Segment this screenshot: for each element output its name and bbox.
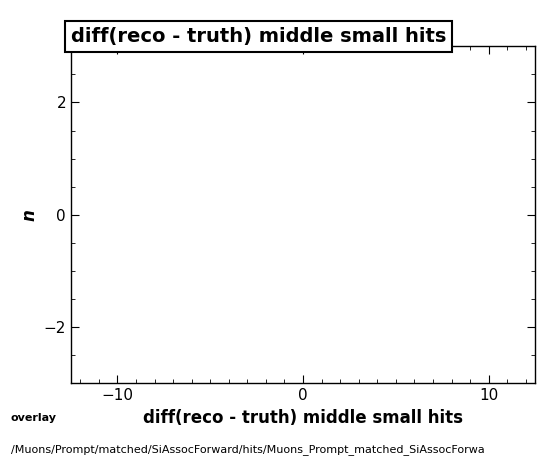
Y-axis label: n: n xyxy=(20,209,38,221)
X-axis label: diff(reco - truth) middle small hits: diff(reco - truth) middle small hits xyxy=(143,409,463,427)
Text: /Muons/Prompt/matched/SiAssocForward/hits/Muons_Prompt_matched_SiAssocForwa: /Muons/Prompt/matched/SiAssocForward/hit… xyxy=(11,444,485,455)
Text: overlay: overlay xyxy=(11,413,57,423)
Text: diff(reco - truth) middle small hits: diff(reco - truth) middle small hits xyxy=(71,27,447,46)
